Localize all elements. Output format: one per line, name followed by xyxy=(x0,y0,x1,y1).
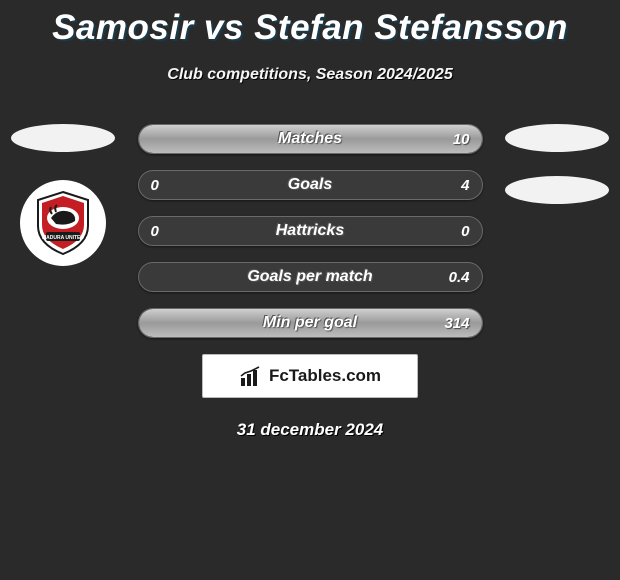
left-club-logo: MADURA UNITED xyxy=(20,180,106,266)
bar-chart-icon xyxy=(239,364,263,388)
right-club-oval xyxy=(505,176,609,204)
right-player-oval xyxy=(505,124,609,152)
stat-right-value: 10 xyxy=(453,125,470,153)
stat-row-min-per-goal: Min per goal 314 xyxy=(138,308,483,338)
date-text: 31 december 2024 xyxy=(0,420,620,440)
stat-right-value: 0 xyxy=(461,217,469,245)
stat-row-hattricks: 0 Hattricks 0 xyxy=(138,216,483,246)
bar-fill xyxy=(139,309,482,337)
stat-row-matches: Matches 10 xyxy=(138,124,483,154)
stat-left-value: 0 xyxy=(151,171,159,199)
bar-fill xyxy=(139,125,482,153)
stat-bars: Matches 10 0 Goals 4 0 Hattricks 0 Goals… xyxy=(138,124,483,338)
stat-label: Hattricks xyxy=(139,217,482,245)
brand-text: FcTables.com xyxy=(269,366,381,386)
comparison-content: MADURA UNITED Matches 10 0 Goals 4 0 Hat… xyxy=(0,124,620,440)
stat-label: Goals xyxy=(139,171,482,199)
stat-right-value: 314 xyxy=(444,309,469,337)
page-title: Samosir vs Stefan Stefansson xyxy=(0,0,620,48)
right-player-column xyxy=(502,124,612,204)
svg-text:MADURA UNITED: MADURA UNITED xyxy=(42,235,84,241)
page-subtitle: Club competitions, Season 2024/2025 xyxy=(0,66,620,84)
stat-left-value: 0 xyxy=(151,217,159,245)
stat-row-goals: 0 Goals 4 xyxy=(138,170,483,200)
brand-box: FcTables.com xyxy=(202,354,418,398)
stat-label: Goals per match xyxy=(139,263,482,291)
left-player-column: MADURA UNITED xyxy=(8,124,118,266)
left-player-oval xyxy=(11,124,115,152)
stat-right-value: 0.4 xyxy=(449,263,470,291)
stat-row-goals-per-match: Goals per match 0.4 xyxy=(138,262,483,292)
stat-right-value: 4 xyxy=(461,171,469,199)
club-shield-icon: MADURA UNITED xyxy=(28,188,98,258)
